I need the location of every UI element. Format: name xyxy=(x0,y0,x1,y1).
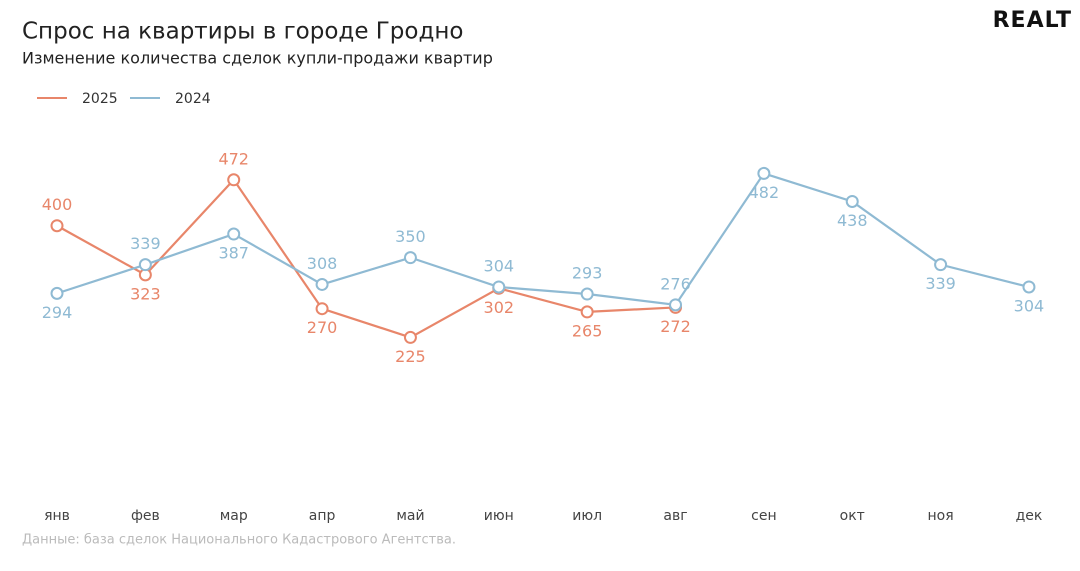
x-tick-label: июн xyxy=(484,508,514,524)
x-tick-label: фев xyxy=(131,508,160,524)
data-label: 304 xyxy=(484,256,515,275)
data-label: 276 xyxy=(660,274,691,293)
x-tick-label: окт xyxy=(840,508,865,524)
x-tick-label: май xyxy=(396,508,424,524)
chart-subtitle: Изменение количества сделок купли-продаж… xyxy=(22,49,493,68)
data-label: 482 xyxy=(749,183,780,202)
x-tick-label: ноя xyxy=(928,508,954,524)
point xyxy=(580,287,594,301)
data-label: 294 xyxy=(42,303,73,322)
point xyxy=(580,305,594,319)
point xyxy=(138,258,152,272)
x-tick-label: дек xyxy=(1016,508,1043,524)
point xyxy=(50,219,64,233)
point xyxy=(315,302,329,316)
x-tick-label: авг xyxy=(663,508,687,524)
point xyxy=(403,330,417,344)
data-label: 400 xyxy=(42,195,73,214)
point xyxy=(669,298,683,312)
x-tick-label: янв xyxy=(44,508,70,524)
point xyxy=(757,166,771,180)
data-label: 472 xyxy=(218,149,249,168)
chart-title: Спрос на квартиры в городе Гродно xyxy=(22,19,464,45)
data-label: 304 xyxy=(1014,296,1045,315)
data-label: 350 xyxy=(395,227,426,246)
legend-label: 2024 xyxy=(175,91,211,107)
data-label: 387 xyxy=(218,244,249,263)
data-label: 438 xyxy=(837,211,868,230)
data-label: 225 xyxy=(395,347,426,366)
point xyxy=(492,280,506,294)
point xyxy=(315,277,329,291)
point xyxy=(50,286,64,300)
point xyxy=(403,251,417,265)
source-note: Данные: база сделок Национального Кадаст… xyxy=(22,533,456,548)
point xyxy=(227,227,241,241)
legend-label: 2025 xyxy=(82,91,118,107)
logo: REALT xyxy=(993,8,1072,33)
point xyxy=(1022,280,1036,294)
x-tick-label: апр xyxy=(309,508,336,524)
data-label: 339 xyxy=(130,234,161,253)
point xyxy=(845,194,859,208)
x-tick-label: сен xyxy=(751,508,776,524)
data-label: 272 xyxy=(660,317,691,336)
x-tick-label: мар xyxy=(220,508,248,524)
data-label: 339 xyxy=(925,274,956,293)
point xyxy=(934,258,948,272)
data-label: 323 xyxy=(130,284,161,303)
data-label: 270 xyxy=(307,318,338,337)
data-label: 293 xyxy=(572,264,603,283)
point xyxy=(227,173,241,187)
x-tick-label: июл xyxy=(572,508,602,524)
data-label: 265 xyxy=(572,321,603,340)
series-line xyxy=(56,172,1030,307)
data-label: 308 xyxy=(307,254,338,273)
data-label: 302 xyxy=(484,298,515,317)
